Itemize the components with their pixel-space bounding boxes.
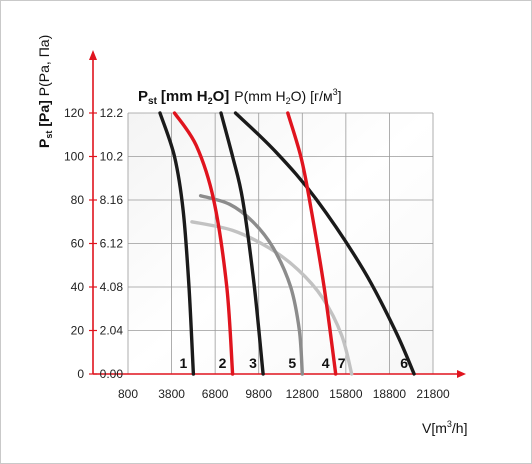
x-axis-arrow (457, 370, 466, 378)
y-pa-tick-label: 60 (71, 237, 85, 251)
x-tick-label: 18800 (373, 387, 407, 401)
y-mm-tick-label: 6.12 (100, 237, 124, 251)
curve-label-2: 2 (219, 355, 227, 371)
curve-label-3: 3 (249, 355, 257, 371)
curve-2 (172, 111, 235, 376)
curve-label-6: 6 (400, 355, 408, 371)
chart-title: Pst [mm H2O] P(mm H2O) [г/м3] (138, 87, 341, 107)
y-mm-tick-label: 4.08 (100, 280, 124, 294)
y-pa-tick-labels: 0 20 40 60 80 100 120 (64, 106, 97, 381)
x-tick-labels: 800 3800 6800 9800 12800 15800 18800 21800 (118, 387, 450, 401)
y-axis-arrow (89, 50, 97, 60)
curve-label-1: 1 (179, 355, 187, 371)
curve-label-4: 4 (322, 355, 330, 371)
y-pa-tick-label: 40 (71, 280, 85, 294)
y-mm-tick-label: 2.04 (100, 324, 124, 338)
x-tick-label: 6800 (202, 387, 229, 401)
y-pa-tick-label: 120 (64, 106, 84, 120)
curve-label-7: 7 (338, 355, 346, 371)
y-pa-tick-label: 20 (71, 324, 85, 338)
curve-label-5: 5 (288, 355, 296, 371)
curve-1 (158, 111, 196, 376)
curve-6 (233, 111, 416, 376)
y-mm-tick-label: 0.00 (100, 367, 124, 381)
y-pa-tick-label: 80 (71, 193, 85, 207)
y-mm-tick-label: 8.16 (100, 193, 124, 207)
y-pa-tick-label: 100 (64, 150, 84, 164)
y-mm-tick-labels: 0.00 2.04 4.08 6.12 8.16 10.2 12.2 (100, 106, 124, 381)
y-axis-label: Pst[Pa]P(Pa, Па) (36, 35, 54, 148)
x-tick-label: 9800 (245, 387, 272, 401)
curves (158, 111, 416, 376)
y-mm-tick-label: 12.2 (100, 106, 124, 120)
y-pa-tick-label: 0 (77, 367, 84, 381)
curve-7 (190, 220, 354, 376)
x-tick-label: 21800 (416, 387, 450, 401)
curve-5 (198, 194, 304, 376)
curve-4 (286, 111, 338, 376)
y-mm-tick-label: 10.2 (100, 150, 124, 164)
x-tick-label: 800 (118, 387, 138, 401)
x-tick-label: 3800 (158, 387, 185, 401)
curve-3 (219, 111, 265, 376)
x-axis-label: V[m3/h] (422, 419, 467, 436)
x-tick-label: 12800 (286, 387, 320, 401)
x-tick-label: 15800 (329, 387, 363, 401)
